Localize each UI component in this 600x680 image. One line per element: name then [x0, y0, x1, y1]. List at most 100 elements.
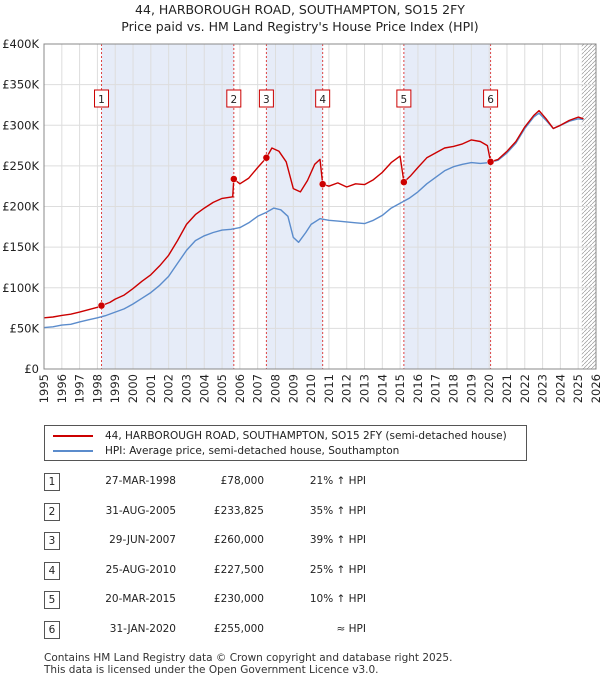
sale-number: 5	[44, 591, 60, 609]
sale-number: 2	[44, 502, 60, 521]
sale-price: £227,500	[213, 563, 264, 576]
hpi-line	[44, 112, 584, 329]
y-tick-label: £50K	[10, 321, 40, 335]
y-tick-label: £250K	[2, 159, 39, 173]
legend-swatch-property	[53, 434, 93, 437]
sale-marker-label-5: 5	[401, 94, 408, 106]
x-tick-label: 2024	[553, 374, 567, 403]
sale-number: 6	[44, 620, 60, 639]
chart-subtitle: Price paid vs. HM Land Registry's House …	[121, 19, 479, 34]
x-tick-label: 2025	[571, 374, 585, 403]
sale-price: £255,000	[213, 622, 264, 635]
sale-point-1	[97, 301, 106, 310]
sale-row-3: 3 29-JUN-2007 £260,000 39% ↑ HPI	[44, 532, 444, 552]
sale-row-4: 4 25-AUG-2010 £227,500 25% ↑ HPI	[44, 561, 444, 582]
sale-date: 31-JAN-2020	[109, 622, 176, 635]
footer: Contains HM Land Registry data © Crown c…	[44, 652, 452, 676]
x-tick-label: 2001	[144, 374, 158, 403]
x-tick-label: 2026	[589, 374, 600, 403]
x-tick-label: 2011	[322, 374, 336, 403]
sale-number: 4	[44, 561, 60, 580]
sale-point-2	[230, 175, 238, 183]
x-tick-label: 2019	[464, 374, 478, 403]
y-tick-label: £200K	[2, 200, 39, 214]
x-tick-label: 2009	[286, 374, 300, 403]
sale-marker-label-6: 6	[487, 94, 494, 106]
chart-title: 44, HARBOROUGH ROAD, SOUTHAMPTON, SO15 2…	[135, 2, 465, 17]
x-tick-label: 2005	[215, 374, 229, 403]
y-tick-label: £400K	[2, 37, 39, 51]
y-tick-label: £300K	[2, 118, 39, 132]
sale-point-6	[486, 158, 495, 166]
legend-swatch-hpi	[53, 449, 93, 452]
sale-number: 3	[44, 532, 60, 550]
x-tick-label: 2010	[304, 374, 318, 403]
x-tick-label: 2020	[482, 374, 496, 403]
y-tick-label: £150K	[2, 240, 39, 254]
sale-marker-box-2	[226, 89, 242, 108]
legend-label-hpi: HPI: Average price, semi-detached house,…	[105, 444, 400, 457]
x-tick-label: 2012	[340, 374, 354, 403]
sale-point-3	[262, 154, 271, 162]
price-chart: 1 2 3 4 5 6 £0 £50K £100K £150K £200K £250K £300K £3…	[2, 37, 600, 403]
sale-date: 31-AUG-2005	[105, 504, 176, 517]
sale-row-5: 5 20-MAR-2015 £230,000 10% ↑ HPI	[44, 591, 444, 611]
sale-marker-label-1: 1	[98, 94, 105, 106]
sale-date: 27-MAR-1998	[105, 475, 176, 487]
legend-item-hpi: HPI: Average price, semi-detached house,…	[53, 443, 399, 458]
sale-date: 25-AUG-2010	[105, 563, 176, 576]
sale-marker-box-6	[483, 89, 499, 108]
sale-date: 20-MAR-2015	[105, 593, 176, 605]
sale-hpi-comparison: 25% ↑ HPI	[309, 563, 366, 576]
sale-point-5	[400, 178, 408, 186]
sale-number: 1	[44, 473, 60, 491]
sale-row-6: 6 31-JAN-2020 £255,000 ≈ HPI	[44, 620, 444, 641]
x-tick-label: 1999	[108, 374, 122, 403]
x-tick-label: 2018	[447, 374, 461, 403]
sale-marker-label-4: 4	[319, 94, 326, 106]
sale-hpi-comparison: 39% ↑ HPI	[309, 534, 366, 546]
x-tick-label: 2016	[411, 374, 425, 403]
x-tick-label: 2023	[536, 374, 550, 403]
x-tick-label: 2014	[375, 374, 389, 403]
sale-price: £233,825	[213, 504, 264, 517]
x-tick-label: 2004	[197, 374, 211, 403]
x-tick-label: 2013	[358, 374, 372, 403]
legend-item-property: 44, HARBOROUGH ROAD, SOUTHAMPTON, SO15 2…	[53, 428, 507, 443]
legend-label-property: 44, HARBOROUGH ROAD, SOUTHAMPTON, SO15 2…	[105, 429, 507, 442]
x-tick-label: 2000	[126, 374, 140, 403]
x-tick-label: 2008	[268, 374, 282, 403]
footer-copyright: Contains HM Land Registry data © Crown c…	[44, 652, 453, 664]
sale-hpi-comparison: 21% ↑ HPI	[309, 475, 366, 487]
sale-date: 29-JUN-2007	[109, 534, 176, 546]
x-tick-label: 1995	[37, 374, 51, 403]
sale-price: £78,000	[220, 475, 264, 487]
plot-frame	[43, 43, 597, 370]
sale-marker-box-4	[315, 89, 331, 108]
legend: 44, HARBOROUGH ROAD, SOUTHAMPTON, SO15 2…	[44, 425, 527, 461]
sale-row-1: 1 27-MAR-1998 £78,000 21% ↑ HPI	[44, 473, 444, 493]
sale-point-4	[318, 180, 327, 188]
x-tick-label: 2002	[162, 374, 176, 403]
sale-hpi-comparison: ≈ HPI	[336, 622, 366, 635]
sale-marker-box-3	[258, 89, 274, 108]
x-tick-label: 1998	[90, 374, 104, 403]
x-tick-label: 2017	[429, 374, 443, 403]
x-tick-label: 2015	[393, 374, 407, 403]
sale-marker-box-1	[94, 89, 110, 108]
sale-marker-label-3: 3	[263, 94, 270, 106]
x-tick-label: 2007	[251, 374, 265, 403]
sale-hpi-comparison: 10% ↑ HPI	[309, 593, 366, 605]
sale-price: £230,000	[213, 593, 264, 605]
sale-marker-box-5	[396, 89, 412, 108]
sale-row-2: 2 31-AUG-2005 £233,825 35% ↑ HPI	[44, 502, 444, 523]
sale-price: £260,000	[213, 534, 264, 546]
x-tick-label: 2006	[233, 374, 247, 403]
footer-license: This data is licensed under the Open Gov…	[44, 664, 379, 676]
x-tick-label: 2022	[518, 374, 532, 403]
sale-marker-label-2: 2	[230, 94, 237, 106]
x-tick-label: 2021	[500, 374, 514, 403]
property-price-line	[44, 109, 584, 319]
x-tick-label: 1997	[73, 374, 87, 403]
sale-hpi-comparison: 35% ↑ HPI	[309, 504, 366, 517]
